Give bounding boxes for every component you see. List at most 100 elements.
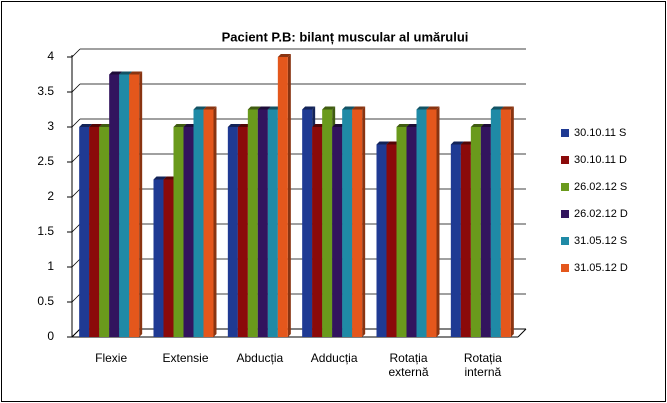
bar bbox=[257, 109, 268, 337]
y-tick-label: 4 bbox=[47, 49, 54, 63]
y-tick-label: 1 bbox=[47, 259, 54, 273]
bar bbox=[352, 109, 363, 337]
bar bbox=[322, 109, 333, 337]
legend-label: 30.10.11 D bbox=[574, 154, 627, 166]
bar-side bbox=[139, 71, 143, 337]
bar-top bbox=[416, 106, 430, 110]
bar-top bbox=[376, 141, 390, 145]
bar bbox=[153, 179, 164, 337]
grid-slant bbox=[71, 328, 81, 338]
bar-top bbox=[302, 106, 316, 110]
x-tick-label: Abducția bbox=[236, 351, 284, 365]
bar bbox=[342, 109, 353, 337]
bar-top bbox=[490, 106, 504, 110]
bar-side bbox=[213, 106, 217, 337]
floor-edge bbox=[517, 328, 527, 338]
bar-top bbox=[203, 106, 217, 110]
bar bbox=[203, 109, 214, 337]
x-tick-label: Extensie bbox=[162, 351, 209, 365]
bar-top bbox=[247, 106, 261, 110]
legend-swatch bbox=[561, 264, 569, 272]
bar-top bbox=[153, 176, 167, 180]
bar bbox=[406, 127, 417, 337]
bar-top bbox=[183, 124, 197, 127]
bar bbox=[89, 127, 100, 337]
grid-slant bbox=[71, 48, 81, 58]
grid-slant bbox=[71, 223, 81, 233]
bar bbox=[416, 109, 427, 337]
bar-top bbox=[450, 141, 464, 145]
bar-top bbox=[342, 106, 356, 110]
bar-top bbox=[119, 71, 133, 75]
bar-top bbox=[79, 124, 93, 127]
bar-top bbox=[352, 106, 366, 110]
y-tick-label: 3.5 bbox=[37, 84, 54, 98]
bar-top bbox=[277, 54, 291, 57]
bar bbox=[450, 144, 461, 337]
y-tick-label: 2.5 bbox=[37, 154, 54, 168]
bar-top bbox=[386, 141, 400, 145]
y-tick-label: 0 bbox=[47, 329, 54, 343]
bar bbox=[500, 109, 511, 337]
grid-slant bbox=[71, 258, 81, 268]
bar-side bbox=[362, 106, 366, 337]
bar-top bbox=[500, 106, 514, 110]
bar-top bbox=[406, 124, 420, 127]
bar-top bbox=[470, 124, 484, 127]
bar bbox=[426, 109, 437, 337]
bar bbox=[386, 144, 397, 337]
bar-top bbox=[426, 106, 440, 110]
bar bbox=[277, 57, 288, 337]
grid-slant bbox=[71, 118, 81, 128]
bar bbox=[332, 127, 343, 337]
bar-top bbox=[173, 124, 187, 127]
bar-top bbox=[227, 124, 241, 127]
bar-side bbox=[510, 106, 514, 337]
bar bbox=[183, 127, 194, 337]
bar-top bbox=[163, 176, 177, 180]
bar bbox=[119, 74, 130, 337]
x-tick-label: Adducția bbox=[310, 351, 358, 365]
bar-top bbox=[99, 124, 113, 127]
grid-slant bbox=[71, 188, 81, 198]
bar-top bbox=[129, 71, 143, 75]
bar-side bbox=[436, 106, 440, 337]
bar bbox=[193, 109, 204, 337]
bar-top bbox=[322, 106, 336, 110]
bar-top bbox=[480, 124, 494, 127]
bar-top bbox=[89, 124, 103, 127]
bar bbox=[460, 144, 471, 337]
bar bbox=[173, 127, 184, 337]
grid-slant bbox=[71, 83, 81, 93]
legend-swatch bbox=[561, 183, 569, 191]
y-tick-label: 1.5 bbox=[37, 224, 54, 238]
bar-top bbox=[257, 106, 271, 110]
bar bbox=[376, 144, 387, 337]
legend-swatch bbox=[561, 129, 569, 137]
grid-slant bbox=[71, 153, 81, 163]
bar-top bbox=[109, 71, 123, 75]
bar bbox=[129, 74, 140, 337]
x-tick-label: Flexie bbox=[95, 351, 128, 365]
legend-swatch bbox=[561, 210, 569, 218]
bar-top bbox=[460, 141, 474, 145]
grid-slant bbox=[71, 293, 81, 303]
legend-label: 30.10.11 S bbox=[574, 127, 626, 139]
legend-label: 26.02.12 S bbox=[574, 181, 627, 193]
legend-label: 26.02.12 D bbox=[574, 208, 628, 220]
bar bbox=[247, 109, 258, 337]
bar bbox=[79, 127, 90, 337]
legend-swatch bbox=[561, 156, 569, 164]
x-tick-label: Rotația externă bbox=[388, 351, 429, 379]
bar-top bbox=[312, 124, 326, 127]
y-tick-label: 0.5 bbox=[37, 294, 54, 308]
bar bbox=[267, 109, 278, 337]
bar bbox=[490, 109, 501, 337]
bar bbox=[237, 127, 248, 337]
bar bbox=[163, 179, 174, 337]
legend-swatch bbox=[561, 237, 569, 245]
bar bbox=[396, 127, 407, 337]
